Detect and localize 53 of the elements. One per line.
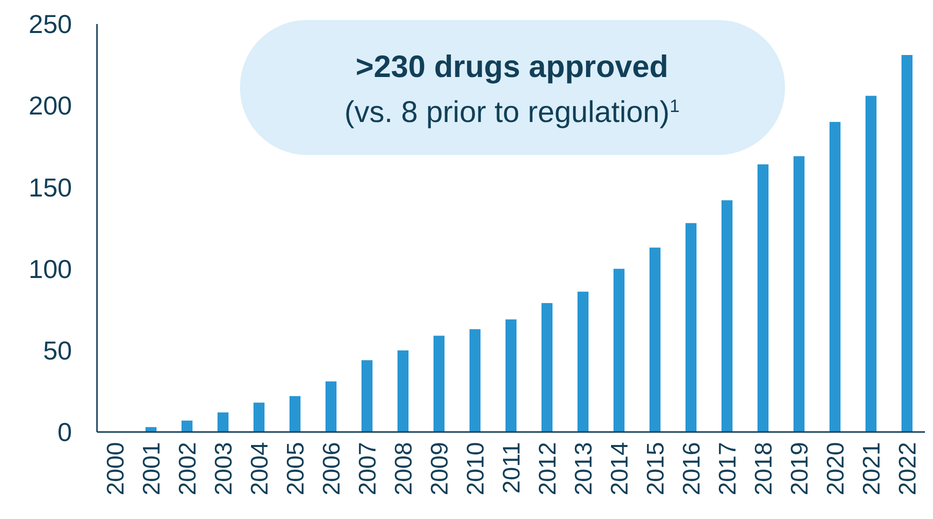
x-tick-label: 2008 (390, 442, 418, 496)
bar (146, 427, 156, 432)
bar (326, 381, 336, 432)
bar (506, 319, 516, 432)
x-tick-label: 2018 (750, 442, 778, 496)
x-tick-label: 2010 (462, 442, 490, 496)
x-tick-label: 2016 (678, 442, 706, 496)
x-tick-label: 2005 (282, 442, 310, 496)
bar (686, 223, 696, 432)
x-tick-label: 2004 (246, 442, 274, 496)
y-tick-label: 200 (28, 90, 72, 121)
x-tick-label: 2002 (174, 442, 202, 496)
bar (830, 122, 840, 432)
x-tick-label: 2009 (426, 442, 454, 496)
x-tick-label: 2003 (210, 442, 238, 496)
x-tick-label: 2020 (822, 442, 850, 496)
y-tick-label: 100 (28, 254, 72, 284)
bar (902, 55, 912, 432)
bar (542, 303, 552, 432)
x-tick-label: 2019 (786, 442, 814, 496)
x-tick-label: 2022 (894, 442, 922, 496)
x-tick-label: 2000 (102, 442, 130, 496)
x-tick-label: 2001 (138, 442, 166, 496)
bar (866, 96, 876, 432)
bar (578, 292, 588, 432)
bar (362, 360, 372, 432)
annotation: (vs. 8 prior to regulation)$^{1}$ (344, 96, 680, 129)
bar (650, 248, 660, 432)
bar (434, 336, 444, 432)
x-tick-label: 2017 (714, 442, 742, 496)
bar (182, 420, 192, 432)
annotation: >230 drugs approved (356, 49, 668, 84)
x-tick-label: 2014 (606, 442, 634, 496)
bar (218, 412, 228, 432)
y-tick-label: 50 (43, 336, 72, 366)
bar (398, 350, 408, 432)
x-tick-label: 2021 (858, 442, 886, 496)
x-tick-label: 2013 (570, 442, 598, 496)
x-tick-label: 2007 (354, 442, 382, 496)
bar (794, 156, 804, 432)
bar (470, 329, 480, 432)
bar (254, 402, 264, 432)
bar (722, 200, 732, 432)
bar (290, 396, 300, 432)
x-tick-label: 2015 (642, 442, 670, 496)
x-tick-label: 2012 (534, 442, 562, 496)
x-tick-label: 2006 (318, 442, 346, 496)
y-tick-label: 150 (28, 172, 72, 202)
bar (758, 164, 768, 432)
y-tick-label: 250 (28, 9, 72, 40)
x-tick-label: 2011 (498, 442, 526, 494)
bar (614, 268, 624, 432)
y-tick-label: 0 (58, 417, 72, 448)
